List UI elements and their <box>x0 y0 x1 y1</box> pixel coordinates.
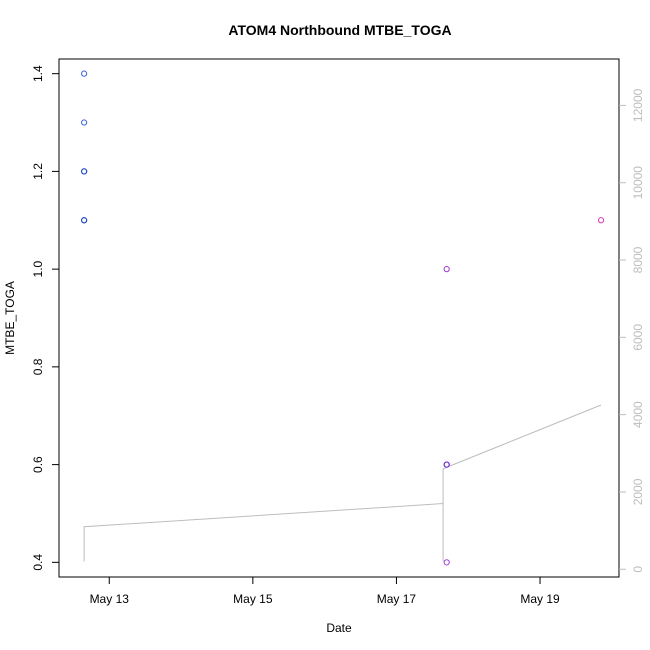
x-tick-label: May 19 <box>520 592 560 606</box>
data-point <box>443 461 450 468</box>
y-right-tick-label: 4000 <box>631 401 645 428</box>
y-right-tick-label: 6000 <box>631 324 645 351</box>
x-axis-label: Date <box>326 621 352 635</box>
chart-title: ATOM4 Northbound MTBE_TOGA <box>228 22 451 38</box>
data-point <box>443 559 450 566</box>
y-axis-label: MTBE_TOGA <box>3 281 17 355</box>
line-series-path <box>83 404 602 562</box>
data-point <box>81 70 88 77</box>
y-left-tick-label: 0.6 <box>31 456 45 473</box>
x-tick-label: May 17 <box>377 592 417 606</box>
right-axis-line-series <box>83 404 602 562</box>
scatter-points <box>81 70 605 566</box>
y-left-tick-label: 0.4 <box>31 554 45 571</box>
y-axis-left: 0.4 0.6 0.8 1.0 1.2 1.4 <box>31 65 59 571</box>
data-point <box>81 168 88 175</box>
data-point <box>81 217 88 224</box>
plot-frame <box>58 58 620 578</box>
data-point <box>81 119 88 126</box>
y-right-tick-label: 8000 <box>631 246 645 273</box>
y-left-tick-label: 1.0 <box>31 260 45 277</box>
y-left-tick-label: 1.2 <box>31 163 45 180</box>
y-axis-right: 0 2000 4000 6000 8000 10000 12000 <box>619 88 645 573</box>
data-point <box>443 266 450 273</box>
y-right-tick-label: 12000 <box>631 88 645 122</box>
x-tick-label: May 13 <box>90 592 130 606</box>
y-left-tick-label: 1.4 <box>31 65 45 82</box>
x-tick-label: May 15 <box>233 592 273 606</box>
data-point <box>597 217 605 224</box>
y-right-tick-label: 0 <box>631 566 645 573</box>
x-axis: May 13 May 15 May 17 May 19 <box>90 577 560 606</box>
y-right-tick-label: 2000 <box>631 478 645 505</box>
y-left-tick-label: 0.8 <box>31 358 45 375</box>
y-right-tick-label: 10000 <box>631 166 645 200</box>
